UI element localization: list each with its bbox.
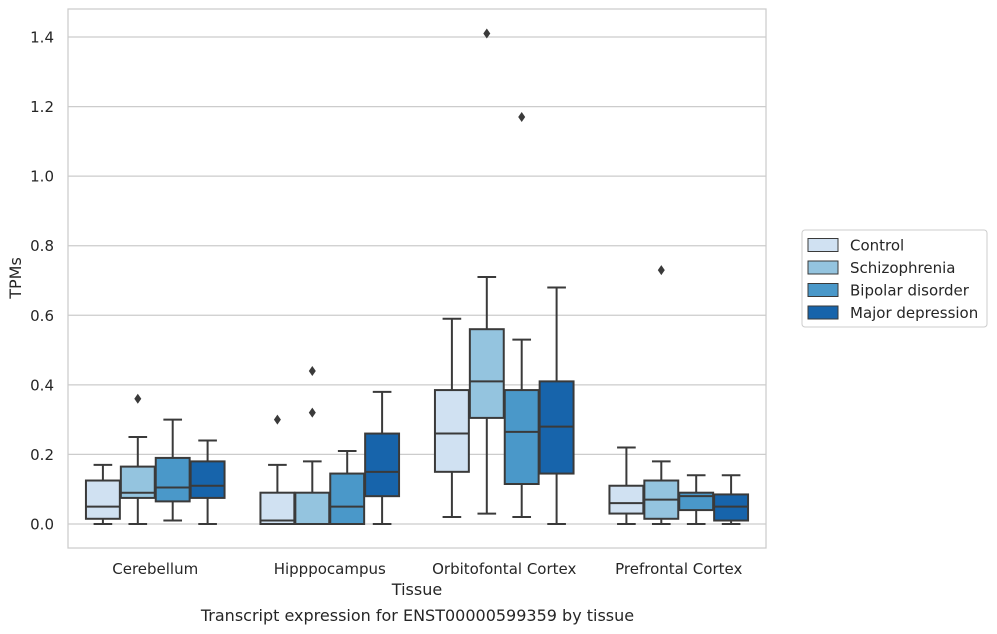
box-control — [84, 463, 121, 525]
outlier-point — [308, 365, 316, 376]
box-iqr — [433, 389, 470, 473]
box-control — [608, 446, 645, 525]
box-series — [84, 28, 750, 526]
x-tick-label: Orbitofontal Cortex — [432, 560, 576, 578]
legend: Control Schizophrenia Bipolar disorder Majo… — [801, 229, 988, 328]
box-iqr — [329, 472, 366, 525]
outlier-point — [308, 407, 316, 418]
x-axis-label: Tissue — [391, 580, 442, 599]
outlier-point — [273, 414, 281, 425]
y-tick-label: 1.0 — [30, 168, 54, 186]
legend-label: Schizophrenia — [850, 259, 955, 277]
legend-label: Bipolar disorder — [850, 282, 970, 300]
box-schizophrenia — [294, 365, 331, 526]
box-control — [259, 414, 296, 526]
box-bipolar-disorder — [154, 418, 191, 522]
box-major-depression — [538, 286, 575, 525]
outlier-point — [483, 28, 491, 39]
box-schizophrenia — [119, 393, 156, 525]
y-tick-label: 1.2 — [30, 98, 54, 116]
box-schizophrenia — [468, 28, 505, 515]
box-iqr — [84, 479, 121, 520]
box-iqr — [294, 491, 331, 526]
legend-swatch — [807, 260, 839, 275]
legend-label: Control — [850, 237, 904, 255]
box-major-depression — [364, 390, 401, 525]
box-iqr — [364, 432, 401, 498]
x-tick-label: Prefrontal Cortex — [615, 560, 742, 578]
box-iqr — [259, 491, 296, 526]
y-axis-ticks: 0.0 0.2 0.4 0.6 0.8 1.0 1.2 1.4 — [30, 29, 54, 534]
legend-swatch — [807, 283, 839, 297]
box-iqr — [503, 389, 540, 485]
y-tick-label: 0.4 — [30, 376, 54, 394]
outlier-point — [518, 112, 526, 123]
box-bipolar-disorder — [503, 112, 540, 519]
box-iqr — [189, 460, 226, 499]
box-iqr — [154, 456, 191, 503]
plot-frame — [67, 8, 767, 549]
box-bipolar-disorder — [329, 449, 366, 525]
legend-label: Major depression — [850, 304, 978, 322]
y-tick-label: 1.4 — [30, 29, 54, 47]
x-tick-label: Cerebellum — [112, 560, 198, 578]
box-major-depression — [189, 439, 226, 525]
outlier-point — [134, 393, 142, 404]
legend-frame — [801, 229, 988, 328]
gridlines — [68, 36, 766, 525]
y-tick-label: 0.0 — [30, 516, 54, 534]
y-tick-label: 0.6 — [30, 307, 54, 325]
box-bipolar-disorder — [678, 474, 715, 525]
figure-caption: Transcript expression for ENST0000059935… — [200, 606, 635, 625]
y-tick-label: 0.8 — [30, 237, 54, 255]
y-tick-label: 0.2 — [30, 446, 54, 464]
x-axis-ticks: Cerebellum Hipppocampus Orbitofontal Corte… — [112, 560, 742, 578]
x-tick-label: Hipppocampus — [274, 560, 386, 578]
y-axis-label: TPMs — [6, 257, 25, 300]
box-iqr — [608, 484, 645, 515]
box-major-depression — [713, 474, 750, 525]
box-control — [433, 317, 470, 519]
box-schizophrenia — [643, 265, 680, 525]
box-iqr — [468, 328, 505, 419]
outlier-point — [657, 265, 665, 276]
legend-swatch — [807, 238, 839, 252]
legend-swatch — [807, 305, 839, 320]
